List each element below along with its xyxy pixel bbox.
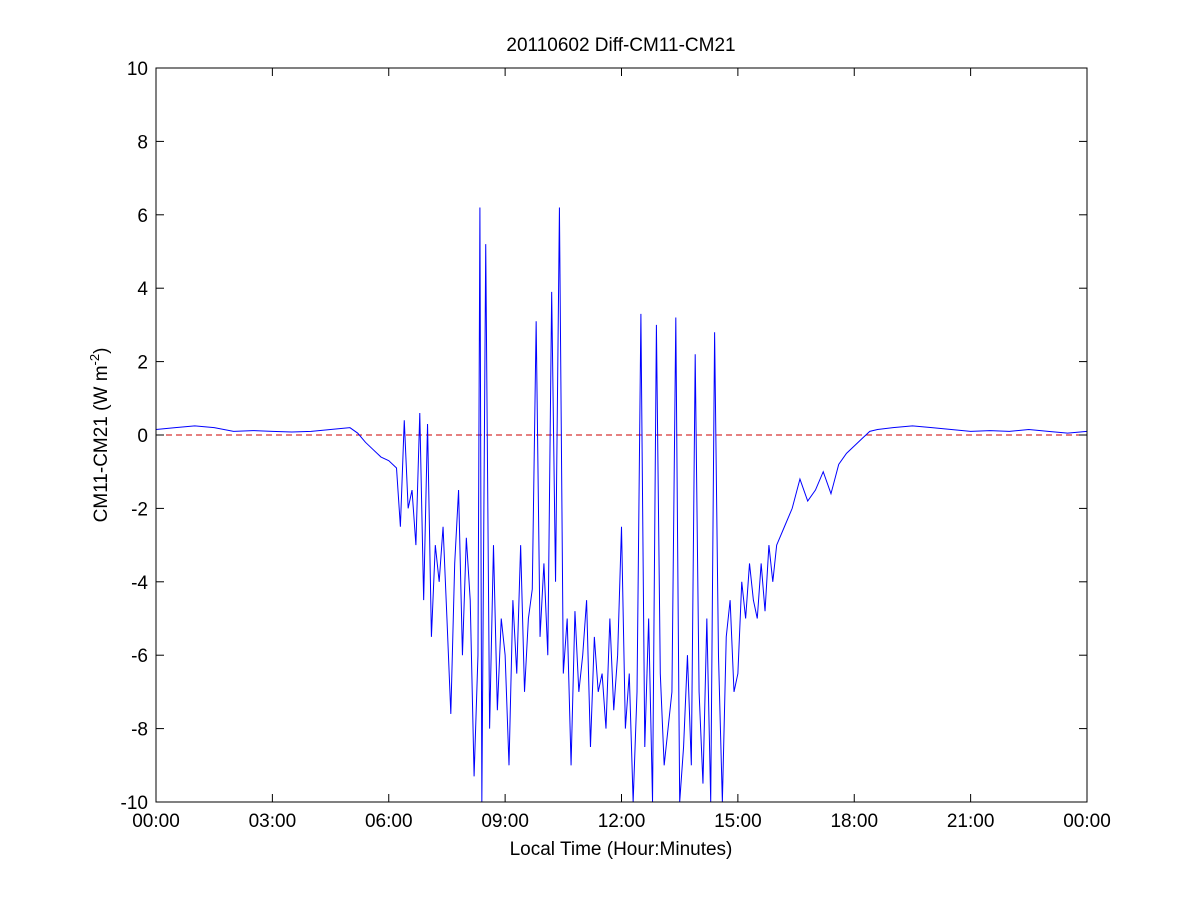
y-axis-title-close: ) [91,348,112,354]
plot-area [156,207,1087,802]
x-tick-label: 18:00 [830,811,878,832]
y-tick-label: 4 [137,279,148,300]
x-tick-label: 15:00 [714,811,762,832]
chart-title: 20110602 Diff-CM11-CM21 [506,35,735,56]
axes: 00:00 03:00 06:00 09:00 12:00 15:00 18:00 21:00… [121,59,1111,832]
y-tick-label: 2 [137,353,148,374]
y-axis-title-superscript: -2 [87,354,102,366]
y-tick-label: -6 [131,646,148,667]
x-tick-label: 21:00 [947,811,995,832]
y-axis-title: CM11-CM21 (W m-2) [87,348,112,523]
x-tick-label: 00:00 [1063,811,1111,832]
x-axis-title: Local Time (Hour:Minutes) [510,839,733,860]
y-tick-label: -4 [131,573,148,594]
y-tick-label: -10 [121,793,148,814]
x-tick-label: 12:00 [598,811,646,832]
series-line-0 [156,207,1087,802]
y-axis-title-main: CM11-CM21 (W m [91,365,112,522]
x-tick-label: 06:00 [365,811,413,832]
y-tick-label: 0 [137,426,148,447]
y-tick-label: -8 [131,720,148,741]
y-tick-label: 8 [137,132,148,153]
y-tick-label: 6 [137,206,148,227]
y-tick-label: 10 [127,59,148,80]
x-tick-label: 09:00 [481,811,529,832]
x-tick-label: 00:00 [132,811,180,832]
x-tick-label: 03:00 [249,811,297,832]
y-tick-label: -2 [131,499,148,520]
